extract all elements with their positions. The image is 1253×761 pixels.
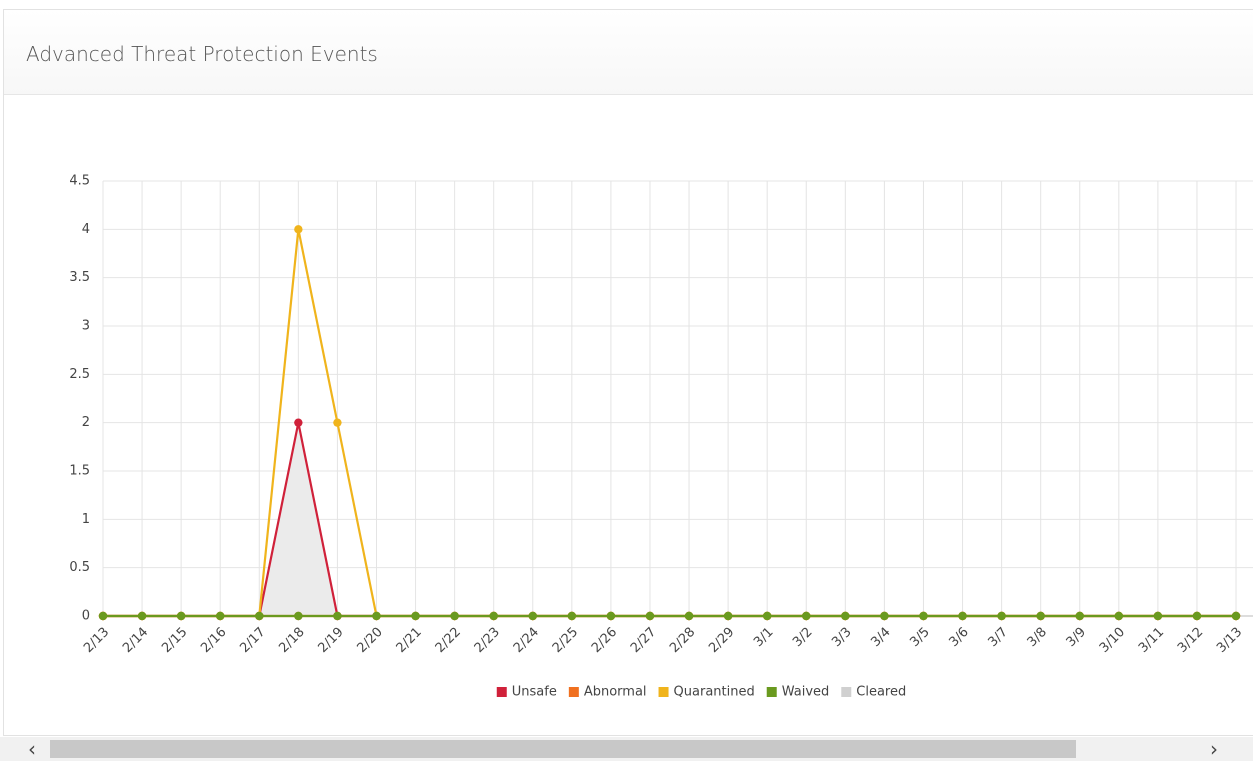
y-tick-label: 1 — [82, 512, 90, 527]
y-tick-label: 3 — [82, 319, 90, 334]
x-tick-label: 3/5 — [907, 625, 932, 650]
legend-label: Cleared — [856, 685, 906, 700]
x-tick-label: 2/14 — [120, 625, 151, 656]
x-tick-label: 2/23 — [472, 625, 503, 656]
point — [1114, 611, 1124, 621]
point — [1075, 611, 1084, 621]
x-tick-label: 2/27 — [628, 625, 659, 656]
point — [411, 611, 420, 621]
point — [1231, 611, 1241, 621]
x-tick-label: 3/10 — [1097, 625, 1128, 656]
point — [684, 611, 694, 621]
point — [567, 611, 577, 621]
x-tick-label: 2/18 — [276, 625, 307, 656]
x-tick-label: 3/12 — [1175, 625, 1206, 656]
legend-label: Abnormal — [584, 685, 647, 700]
point — [958, 611, 967, 621]
legend-swatch — [841, 687, 852, 697]
legend: Unsafe Abnormal Quarantined Waived Cleared — [496, 685, 906, 700]
panel-header: Advanced Threat Protection Events — [4, 10, 1253, 95]
point — [762, 611, 772, 621]
point — [255, 611, 264, 621]
legend-label: Unsafe — [512, 685, 557, 700]
legend-swatch — [658, 687, 669, 697]
x-tick-label: 2/19 — [315, 625, 346, 656]
scrollbar[interactable]: ‹ › — [0, 737, 1253, 761]
legend-swatch — [496, 687, 507, 697]
legend-swatch — [766, 687, 777, 697]
x-tick-label: 3/3 — [829, 625, 854, 650]
x-tick-label: 3/7 — [986, 625, 1011, 650]
y-tick-label: 4.5 — [69, 174, 90, 189]
x-tick-label: 2/21 — [394, 625, 425, 656]
point — [645, 611, 655, 621]
scroll-left[interactable]: ‹ — [28, 737, 36, 761]
point — [333, 611, 342, 621]
x-tick-label: 2/15 — [159, 625, 190, 656]
point — [294, 418, 303, 427]
x-tick-label: 3/1 — [751, 625, 776, 650]
panel: Advanced Threat Protection Events — [3, 9, 1253, 736]
y-tick-label: 2.5 — [69, 367, 90, 382]
x-tick-label: 2/29 — [706, 625, 737, 656]
point — [489, 611, 498, 621]
legend-label: Waived — [782, 685, 830, 700]
point — [137, 611, 147, 621]
point — [802, 611, 811, 621]
x-tick-label: 2/20 — [355, 625, 386, 656]
point — [841, 611, 850, 621]
y-tick-label: 1.5 — [69, 464, 90, 479]
x-tick-label: 2/16 — [198, 625, 229, 656]
point — [880, 611, 889, 621]
x-tick-label: 2/24 — [511, 625, 542, 656]
x-tick-label: 2/13 — [81, 625, 112, 656]
x-tick-label: 3/9 — [1064, 625, 1089, 650]
y-tick-label: 0.5 — [69, 560, 90, 575]
scroll-thumb[interactable] — [50, 740, 1076, 758]
legend-label: Quarantined — [674, 685, 755, 700]
x-tick-label: 2/26 — [589, 625, 620, 656]
point — [997, 611, 1006, 621]
point — [294, 611, 303, 621]
point — [1153, 611, 1163, 621]
chart-title: Advanced Threat Protection Events — [26, 42, 378, 66]
y-tick-label: 4 — [82, 222, 90, 237]
point — [1036, 611, 1045, 621]
x-tick-label: 2/17 — [237, 625, 268, 656]
x-tick-label: 3/8 — [1025, 625, 1050, 650]
x-tick-label: 3/13 — [1214, 625, 1245, 656]
chart: 0 0.5 1 1.5 2 2.5 3 3.5 4 4.5 2/13 2/14 2/15 2/16 2/17… — [69, 174, 1253, 700]
point — [450, 611, 459, 621]
x-tick-label: 3/4 — [868, 625, 893, 650]
x-tick-label: 2/22 — [433, 625, 464, 656]
point — [294, 225, 303, 234]
point — [606, 611, 616, 621]
point — [1192, 611, 1202, 621]
x-tick-label: 3/6 — [946, 625, 971, 650]
point — [372, 611, 381, 621]
point — [176, 611, 186, 621]
x-tick-label: 3/2 — [790, 625, 815, 650]
scroll-right[interactable]: › — [1210, 737, 1218, 761]
y-tick-label: 3.5 — [69, 270, 90, 285]
point — [98, 611, 108, 621]
legend-swatch — [568, 687, 579, 697]
y-tick-label: 2 — [82, 415, 90, 430]
x-tick-label: 2/25 — [550, 625, 581, 656]
y-tick-label: 0 — [82, 609, 90, 624]
x-tick-label: 3/11 — [1136, 625, 1167, 656]
point — [723, 611, 733, 621]
x-tick-label: 2/28 — [667, 625, 698, 656]
point — [919, 611, 928, 621]
point — [216, 611, 225, 621]
point — [528, 611, 537, 621]
point — [333, 418, 342, 427]
